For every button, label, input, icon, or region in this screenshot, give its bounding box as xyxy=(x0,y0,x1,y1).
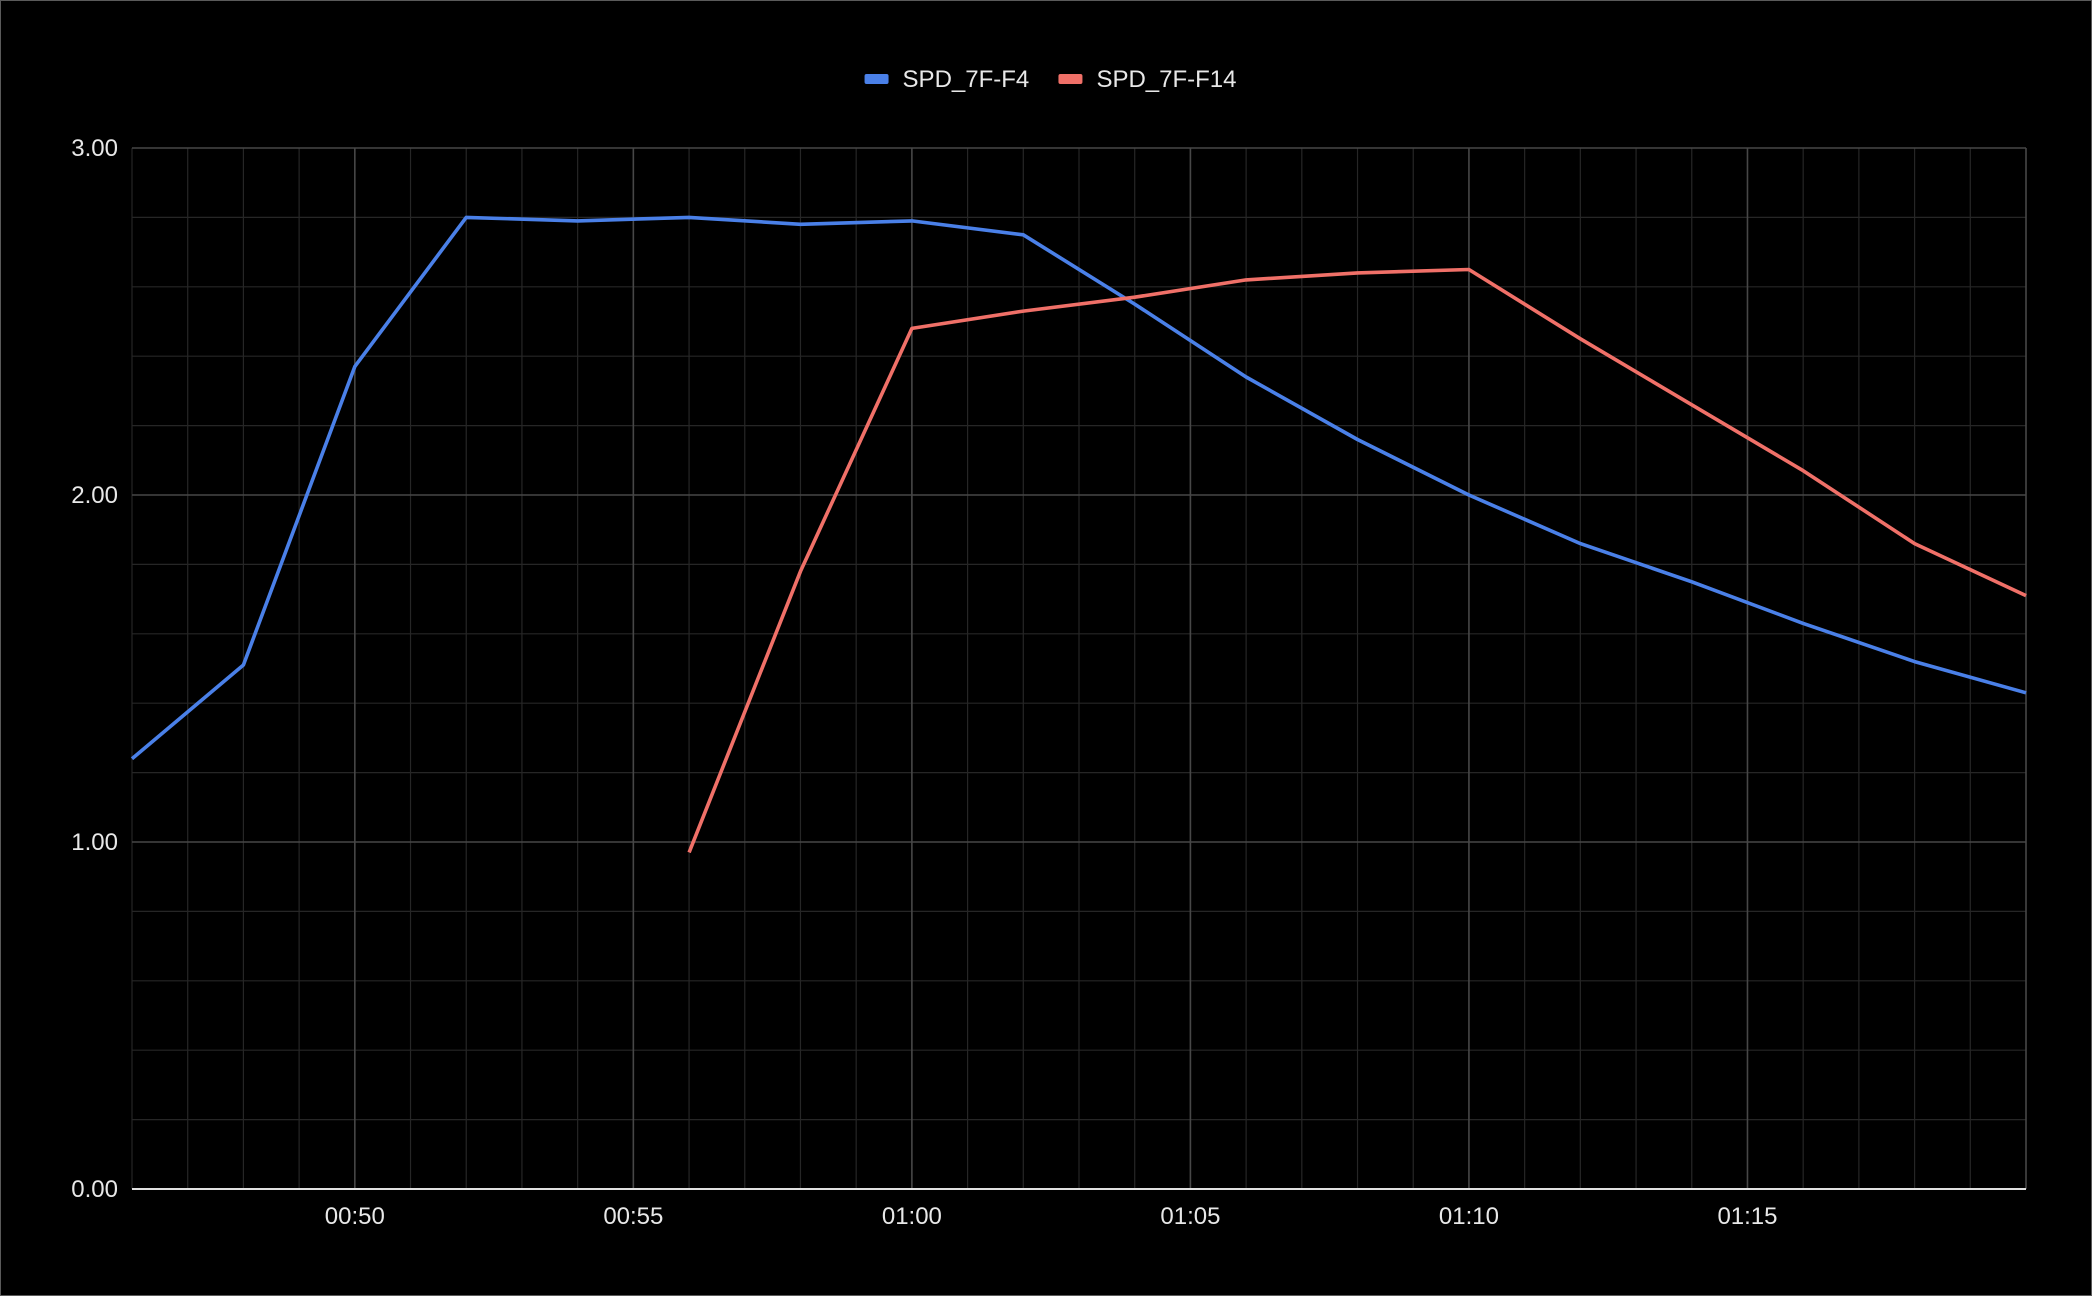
y-tick-label: 3.00 xyxy=(71,135,118,162)
x-axis-tick-labels: 00:50 00:55 01:00 01:05 01:10 01:15 xyxy=(325,1203,1778,1230)
y-tick-label: 0.00 xyxy=(71,1176,118,1203)
x-tick-label: 00:50 xyxy=(325,1203,385,1230)
x-tick-label: 00:55 xyxy=(603,1203,663,1230)
legend-item-2[interactable]: SPD_7F-F14 xyxy=(1058,66,1237,93)
series-lines xyxy=(130,215,2027,854)
legend-label: SPD_7F-F4 xyxy=(903,66,1030,93)
y-axis-tick-labels: 0.00 1.00 2.00 3.00 xyxy=(71,135,118,1203)
series-line-2 xyxy=(687,267,2027,854)
series-line-1 xyxy=(130,215,2027,761)
major-gridlines xyxy=(132,147,2027,1189)
legend: SPD_7F-F4 SPD_7F-F14 xyxy=(864,66,1237,93)
legend-swatch xyxy=(864,74,889,84)
x-tick-label: 01:00 xyxy=(882,1203,942,1230)
legend-label: SPD_7F-F14 xyxy=(1096,66,1236,93)
legend-swatch xyxy=(1058,74,1083,84)
x-tick-label: 01:10 xyxy=(1439,1203,1499,1230)
legend-item-1[interactable]: SPD_7F-F4 xyxy=(864,66,1030,93)
y-tick-label: 2.00 xyxy=(71,482,118,509)
y-tick-label: 1.00 xyxy=(71,829,118,856)
x-tick-label: 01:15 xyxy=(1717,1203,1777,1230)
minor-gridlines xyxy=(131,148,2026,1189)
x-tick-label: 01:05 xyxy=(1160,1203,1220,1230)
